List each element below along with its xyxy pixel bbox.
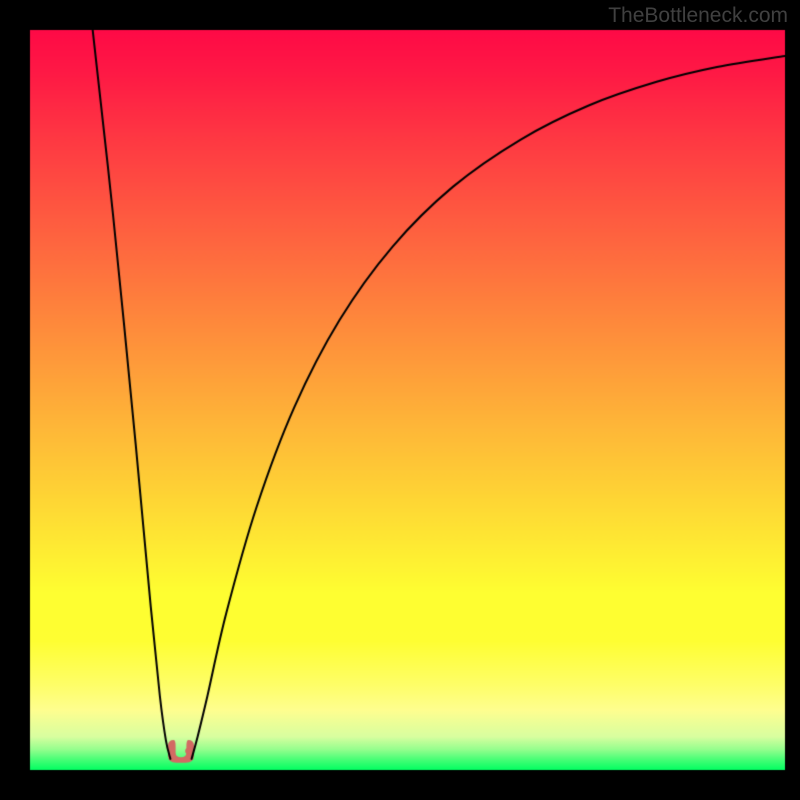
plot-canvas-wrap (0, 0, 800, 800)
plot-canvas (0, 0, 800, 800)
figure-root: TheBottleneck.com (0, 0, 800, 800)
watermark-text: TheBottleneck.com (608, 4, 788, 28)
